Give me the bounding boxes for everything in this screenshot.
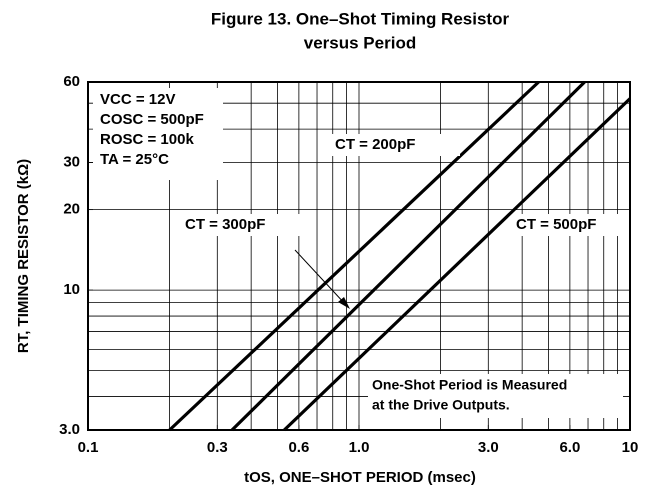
x-tick-label: 3.0	[478, 439, 499, 456]
x-tick-label: 0.1	[78, 439, 99, 456]
note: One-Shot Period is Measured	[372, 377, 567, 393]
annotation: VCC = 12V	[100, 91, 175, 108]
arrowhead	[338, 297, 350, 309]
label-bg	[330, 134, 460, 156]
y-tick-label: 20	[63, 201, 80, 218]
x-tick-label: 1.0	[349, 439, 370, 456]
x-tick-label: 0.3	[207, 439, 228, 456]
note: at the Drive Outputs.	[372, 397, 510, 413]
y-axis-label: RT, TIMING RESISTOR (kΩ)	[15, 159, 32, 353]
series-label: CT = 500pF	[516, 216, 596, 233]
y-tick-label: 10	[63, 281, 80, 298]
chart-title: Figure 13. One–Shot Timing Resistor	[211, 9, 510, 28]
series-line	[230, 80, 586, 432]
series-label: CT = 300pF	[185, 216, 265, 233]
plot-border	[87, 81, 631, 431]
y-tick-label: 60	[63, 73, 80, 90]
annotation: COSC = 500pF	[100, 111, 204, 128]
label-bg	[180, 214, 304, 236]
x-tick-label: 10	[622, 439, 639, 456]
lines	[168, 80, 632, 432]
arrow	[294, 249, 347, 306]
annotation: ROSC = 100k	[100, 131, 194, 148]
chart-title: versus Period	[304, 33, 416, 52]
x-tick-label: 0.6	[288, 439, 309, 456]
x-axis-label: tOS, ONE–SHOT PERIOD (msec)	[244, 469, 476, 486]
series-label: CT = 200pF	[335, 136, 415, 153]
series-line	[168, 80, 540, 432]
note-bg	[368, 374, 623, 418]
series-line	[283, 97, 632, 432]
annotation: TA = 25°C	[100, 151, 169, 168]
label-bg	[512, 214, 628, 236]
labels: VCC = 12V COSC = 500pF ROSC = 100k TA = …	[93, 88, 628, 418]
annotation-box	[93, 88, 223, 180]
y-tick-label: 30	[63, 153, 80, 170]
y-tick-label: 3.0	[59, 421, 80, 438]
x-tick-label: 6.0	[559, 439, 580, 456]
grid	[87, 81, 631, 431]
